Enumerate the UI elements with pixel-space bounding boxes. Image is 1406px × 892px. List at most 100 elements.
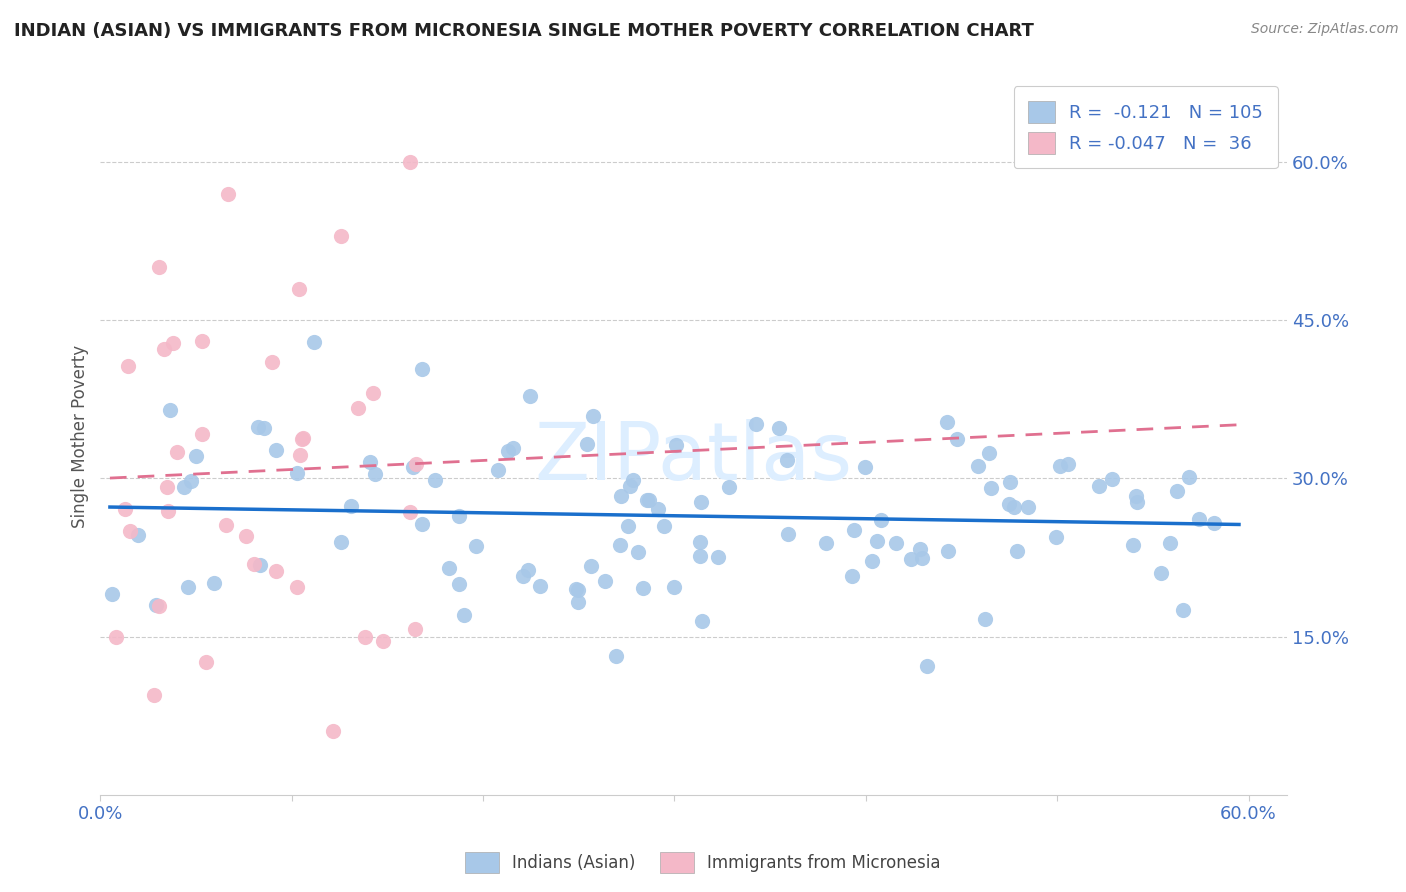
- Point: [173, 480, 195, 494]
- Point: [214, 518, 236, 533]
- Point: [402, 459, 425, 474]
- Point: [302, 334, 325, 349]
- Point: [815, 535, 838, 549]
- Point: [364, 467, 387, 482]
- Point: [689, 535, 711, 549]
- Point: [291, 433, 314, 447]
- Point: [1177, 470, 1199, 484]
- Point: [330, 535, 353, 549]
- Point: [1101, 472, 1123, 486]
- Point: [1188, 512, 1211, 526]
- Point: [1166, 484, 1188, 499]
- Point: [235, 529, 257, 543]
- Point: [565, 582, 588, 596]
- Point: [453, 608, 475, 623]
- Point: [425, 474, 447, 488]
- Point: [776, 526, 799, 541]
- Point: [517, 563, 540, 577]
- Point: [529, 579, 551, 593]
- Point: [166, 444, 188, 458]
- Point: [664, 580, 686, 594]
- Point: [340, 499, 363, 513]
- Point: [262, 354, 284, 368]
- Point: [860, 554, 883, 568]
- Point: [285, 580, 308, 594]
- Point: [288, 448, 311, 462]
- Point: [404, 622, 426, 636]
- Point: [1204, 516, 1226, 531]
- Point: [1159, 536, 1181, 550]
- Point: [519, 389, 541, 403]
- Point: [437, 560, 460, 574]
- Point: [264, 564, 287, 578]
- Point: [114, 502, 136, 516]
- Point: [936, 544, 959, 558]
- Y-axis label: Single Mother Poverty: Single Mother Poverty: [72, 344, 89, 528]
- Point: [498, 444, 520, 458]
- Point: [1045, 530, 1067, 544]
- Point: [148, 260, 170, 275]
- Point: [605, 648, 627, 663]
- Point: [249, 558, 271, 573]
- Point: [610, 489, 633, 503]
- Point: [636, 493, 658, 508]
- Point: [191, 334, 214, 349]
- Point: [998, 497, 1021, 511]
- Point: [264, 442, 287, 457]
- Point: [512, 569, 534, 583]
- Point: [152, 342, 174, 356]
- Text: INDIAN (ASIAN) VS IMMIGRANTS FROM MICRONESIA SINGLE MOTHER POVERTY CORRELATION C: INDIAN (ASIAN) VS IMMIGRANTS FROM MICRON…: [14, 22, 1033, 40]
- Point: [582, 409, 605, 423]
- Point: [842, 524, 865, 538]
- Point: [1017, 500, 1039, 514]
- Point: [145, 598, 167, 612]
- Point: [866, 533, 889, 548]
- Point: [973, 612, 995, 626]
- Point: [776, 452, 799, 467]
- Point: [354, 630, 377, 644]
- Text: Source: ZipAtlas.com: Source: ZipAtlas.com: [1251, 22, 1399, 37]
- Point: [156, 504, 179, 518]
- Point: [619, 479, 641, 493]
- Point: [330, 228, 353, 243]
- Point: [745, 417, 768, 431]
- Point: [148, 599, 170, 613]
- Point: [288, 281, 311, 295]
- Point: [609, 538, 631, 552]
- Point: [1007, 544, 1029, 558]
- Point: [689, 495, 711, 509]
- Point: [486, 463, 509, 477]
- Point: [884, 536, 907, 550]
- Point: [1002, 500, 1025, 514]
- Point: [1150, 566, 1173, 581]
- Point: [627, 544, 650, 558]
- Point: [870, 512, 893, 526]
- Point: [217, 186, 239, 201]
- Point: [253, 420, 276, 434]
- Point: [361, 385, 384, 400]
- Point: [1122, 538, 1144, 552]
- Point: [911, 550, 934, 565]
- Point: [638, 492, 661, 507]
- Point: [292, 431, 315, 445]
- Point: [159, 402, 181, 417]
- Point: [567, 582, 589, 597]
- Point: [966, 458, 988, 473]
- Point: [977, 446, 1000, 460]
- Point: [900, 551, 922, 566]
- Point: [689, 549, 711, 564]
- Point: [581, 559, 603, 574]
- Point: [718, 480, 741, 494]
- Point: [100, 587, 122, 601]
- Point: [841, 569, 863, 583]
- Point: [1171, 602, 1194, 616]
- Point: [1126, 495, 1149, 509]
- Point: [347, 401, 370, 415]
- Point: [399, 154, 422, 169]
- Point: [690, 614, 713, 628]
- Point: [411, 516, 433, 531]
- Point: [177, 580, 200, 594]
- Point: [322, 724, 344, 739]
- Point: [202, 576, 225, 591]
- Point: [707, 549, 730, 564]
